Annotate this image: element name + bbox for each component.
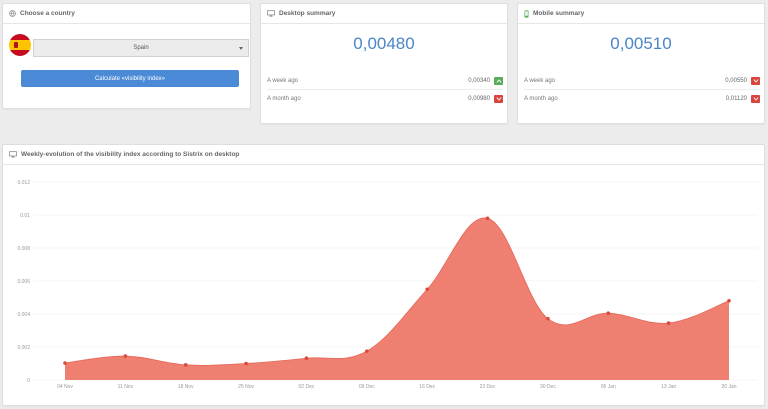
y-tick-label: 0.006 <box>17 279 30 285</box>
data-point[interactable] <box>485 216 490 221</box>
desktop-summary-card: Desktop summary 0,00480 A week ago 0,003… <box>260 3 508 124</box>
x-tick-label: 30 Dec <box>540 384 556 390</box>
data-point[interactable] <box>244 361 248 366</box>
mobile-visibility-value: 0,00510 <box>610 34 672 53</box>
mobile-week-value: 0,00550 <box>725 78 747 84</box>
x-tick-label: 02 Dec <box>299 384 315 390</box>
country-card-title: Choose a country <box>20 10 75 17</box>
x-axis-ticks: 04 Nov 11 Nov 18 Nov 25 Nov 02 Dec 09 Dec 16 D… <box>57 384 737 390</box>
chart-title: Weekly-evolution of the visibility index… <box>21 151 240 158</box>
x-tick-label: 13 Jan <box>661 384 676 390</box>
x-tick-label: 04 Nov <box>57 384 73 390</box>
y-tick-label: 0.002 <box>17 345 30 351</box>
x-tick-label: 16 Dec <box>419 384 435 390</box>
x-tick-label: 09 Dec <box>359 384 375 390</box>
y-tick-label: 0.008 <box>17 246 30 252</box>
data-point[interactable] <box>425 287 429 292</box>
desktop-week-row: A week ago 0,00340 <box>267 73 503 90</box>
x-tick-label: 11 Nov <box>118 384 134 390</box>
trend-up-icon <box>494 77 503 85</box>
y-tick-label: 0.004 <box>17 312 30 318</box>
visibility-chart-card: Weekly-evolution of the visibility index… <box>2 144 765 406</box>
mobile-phone-icon <box>524 9 529 18</box>
visibility-chart: 0 0.002 0.004 0.006 0.008 0.01 0.012 04 Nov 11 … <box>17 180 758 390</box>
chevron-down-icon <box>239 47 243 50</box>
calculate-visibility-button[interactable]: Calculate «visibility index» <box>21 70 239 87</box>
mobile-month-label: A month ago <box>524 95 558 102</box>
mobile-summary-card: Mobile summary 0,00510 A week ago 0,0055… <box>517 3 765 124</box>
x-tick-label: 25 Nov <box>238 384 254 390</box>
flag-emblem <box>14 42 18 48</box>
x-tick-label: 20 Jan <box>721 384 736 390</box>
trend-down-icon <box>494 94 503 103</box>
mobile-month-row: A month ago 0,01120 <box>524 90 760 107</box>
mobile-summary-title: Mobile summary <box>533 10 585 17</box>
desktop-monitor-icon <box>9 151 17 158</box>
y-tick-label: 0.01 <box>20 213 30 219</box>
trend-down-icon <box>751 94 760 103</box>
globe-icon <box>9 10 16 17</box>
desktop-month-row: A month ago 0,00980 <box>267 90 503 107</box>
country-card-header: Choose a country <box>3 4 250 24</box>
data-point[interactable] <box>63 361 67 365</box>
mobile-month-value: 0,01120 <box>725 95 747 102</box>
country-select-value: Spain <box>133 45 149 51</box>
desktop-summary-title: Desktop summary <box>279 10 336 17</box>
data-point[interactable] <box>666 321 671 325</box>
x-tick-label: 18 Nov <box>178 384 194 390</box>
x-tick-label: 06 Jan <box>601 384 616 390</box>
y-axis-ticks: 0 0.002 0.004 0.006 0.008 0.01 0.012 <box>17 180 30 384</box>
desktop-summary-header: Desktop summary <box>261 4 507 24</box>
data-point[interactable] <box>183 363 188 367</box>
desktop-visibility-value: 0,00480 <box>353 34 415 53</box>
mobile-week-row: A week ago 0,00550 <box>524 73 760 90</box>
y-tick-label: 0.012 <box>17 180 30 186</box>
desktop-week-label: A week ago <box>267 78 299 84</box>
mobile-summary-header: Mobile summary <box>518 4 764 24</box>
chart-area-layer <box>64 217 730 380</box>
trend-down-icon <box>751 77 760 85</box>
desktop-monitor-icon <box>267 10 275 17</box>
data-point[interactable] <box>606 311 611 315</box>
data-point[interactable] <box>365 349 369 353</box>
data-point[interactable] <box>304 356 309 361</box>
y-tick-label: 0 <box>27 378 30 384</box>
chart-points <box>63 216 731 367</box>
country-select[interactable]: Spain <box>33 39 249 57</box>
desktop-week-value: 0,00340 <box>468 78 490 84</box>
country-card: Choose a country Spain Calculate «visibi… <box>2 3 251 109</box>
x-tick-label: 23 Dec <box>480 384 496 390</box>
data-point[interactable] <box>546 316 550 321</box>
series-area <box>65 217 729 380</box>
data-point[interactable] <box>123 354 128 358</box>
desktop-month-label: A month ago <box>267 95 301 102</box>
spain-flag-icon <box>9 34 31 56</box>
desktop-month-value: 0,00980 <box>468 95 490 102</box>
chart-card-header: Weekly-evolution of the visibility index… <box>3 145 764 165</box>
data-point[interactable] <box>727 299 731 303</box>
mobile-week-label: A week ago <box>524 78 556 84</box>
